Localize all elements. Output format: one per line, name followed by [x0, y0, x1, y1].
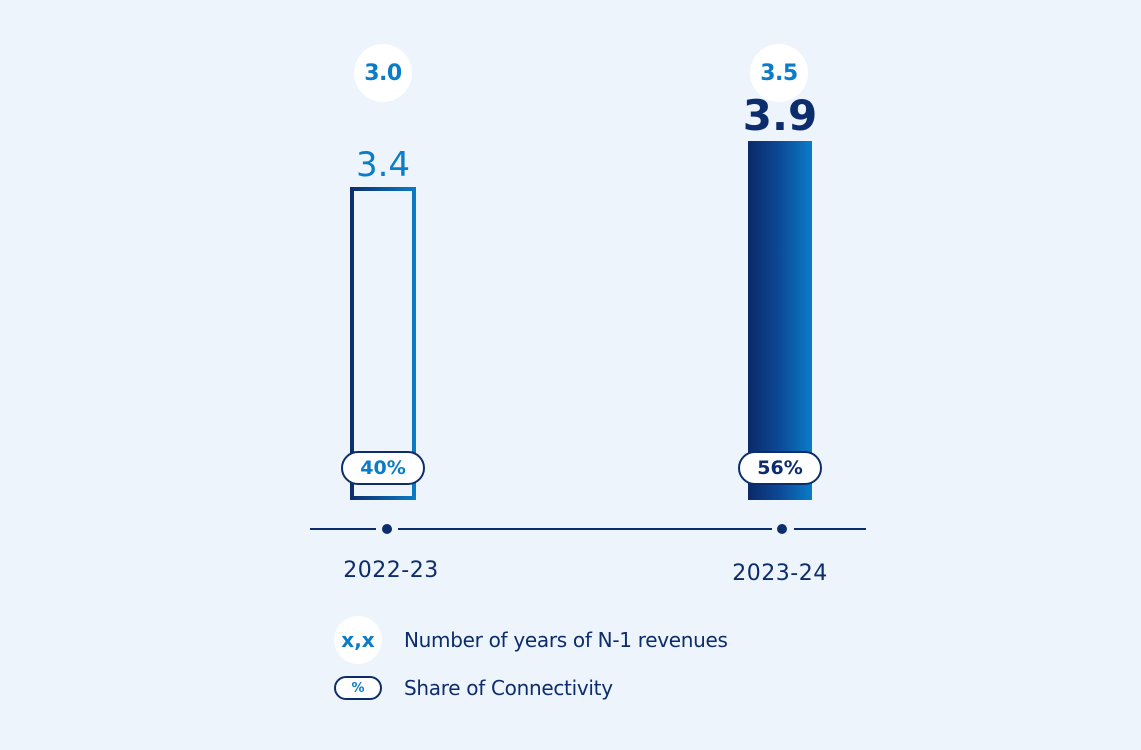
years-revenue-value: 3.5 — [760, 60, 798, 86]
connectivity-share-pill-2023-24: 56% — [738, 451, 822, 485]
connectivity-share-value: 40% — [360, 457, 406, 479]
bar-2023-24 — [748, 141, 812, 500]
legend-symbol-text: x,x — [341, 628, 375, 652]
x-axis-tick-dot — [382, 524, 392, 534]
bar-value-label-2023-24: 3.9 — [742, 91, 818, 140]
legend-label: Number of years of N-1 revenues — [404, 628, 728, 652]
legend-symbol-circle: x,x — [334, 616, 382, 664]
bar-2022-23 — [350, 187, 416, 500]
x-axis-line — [794, 528, 866, 530]
legend-item-years: x,x Number of years of N-1 revenues — [334, 616, 728, 664]
legend-item-share: % Share of Connectivity — [334, 676, 613, 700]
years-revenue-value: 3.0 — [364, 60, 402, 86]
x-axis-tick-dot — [777, 524, 787, 534]
connectivity-share-pill-2022-23: 40% — [341, 451, 425, 485]
x-axis-line — [310, 528, 376, 530]
bar-value-label-2022-23: 3.4 — [355, 145, 411, 185]
x-tick-label-2022-23: 2022-23 — [343, 558, 439, 583]
years-revenue-badge-2022-23: 3.0 — [354, 44, 412, 102]
connectivity-share-value: 56% — [757, 457, 803, 479]
legend-symbol-pill: % — [334, 676, 382, 700]
years-revenue-badge-2023-24: 3.5 — [750, 44, 808, 102]
legend-symbol-text: % — [351, 680, 365, 696]
legend-label: Share of Connectivity — [404, 676, 613, 700]
x-tick-label-2023-24: 2023-24 — [732, 561, 828, 586]
x-axis-line — [398, 528, 772, 530]
